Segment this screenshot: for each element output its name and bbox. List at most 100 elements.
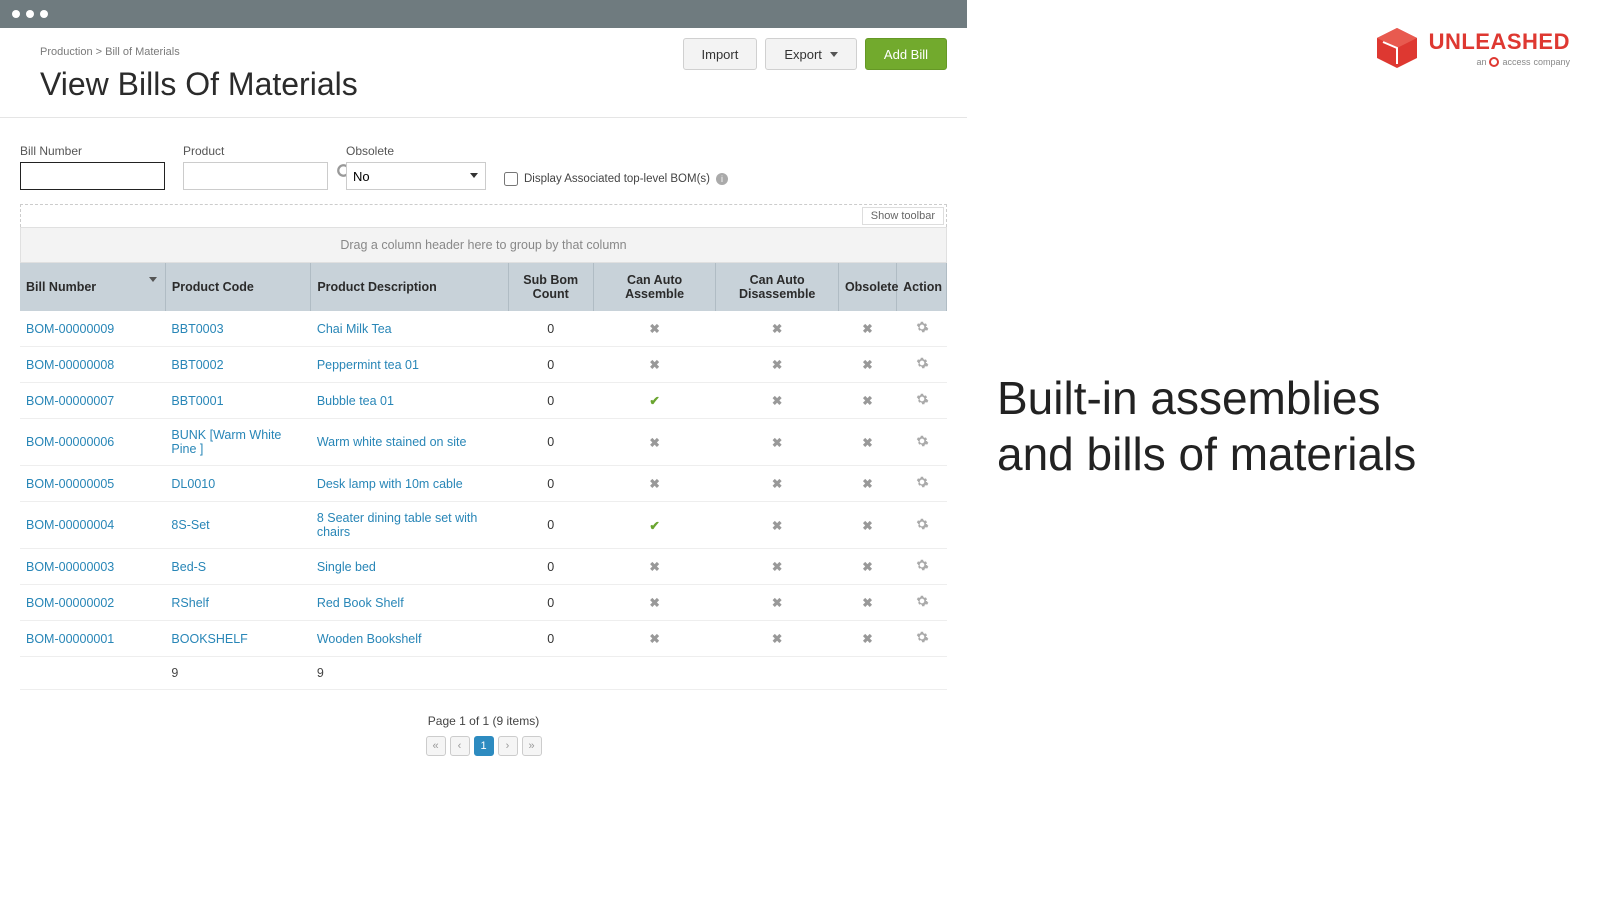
cell-product-code[interactable]: BOOKSHELF <box>165 621 310 657</box>
x-icon: ✖ <box>862 632 872 646</box>
col-can-auto-assemble[interactable]: Can Auto Assemble <box>593 263 716 311</box>
export-label: Export <box>784 47 822 62</box>
pagination-summary: Page 1 of 1 (9 items) <box>0 714 967 728</box>
import-button[interactable]: Import <box>683 38 758 70</box>
cell-product-description[interactable]: Wooden Bookshelf <box>311 621 508 657</box>
gear-icon[interactable] <box>915 395 929 409</box>
box-icon <box>1373 26 1421 70</box>
table-row: BOM-00000001BOOKSHELFWooden Bookshelf0✖✖… <box>20 621 947 657</box>
cell-product-description[interactable]: Bubble tea 01 <box>311 383 508 419</box>
cell-sub-bom-count: 0 <box>508 585 593 621</box>
gear-icon[interactable] <box>915 633 929 647</box>
cell-product-code[interactable]: BBT0001 <box>165 383 310 419</box>
cell-can-auto-assemble: ✖ <box>593 347 716 383</box>
cell-product-description[interactable]: Chai Milk Tea <box>311 311 508 347</box>
product-input[interactable] <box>183 162 328 190</box>
cell-product-description[interactable]: Warm white stained on site <box>311 419 508 466</box>
gear-icon[interactable] <box>915 437 929 451</box>
col-product-description[interactable]: Product Description <box>311 263 508 311</box>
gear-icon[interactable] <box>915 520 929 534</box>
page-next-button[interactable]: › <box>498 736 518 756</box>
col-can-auto-disassemble[interactable]: Can Auto Disassemble <box>716 263 839 311</box>
check-icon: ✔ <box>649 519 659 533</box>
page-prev-button[interactable]: ‹ <box>450 736 470 756</box>
cell-can-auto-assemble: ✖ <box>593 549 716 585</box>
table-row: BOM-00000007BBT0001Bubble tea 010✔✖✖ <box>20 383 947 419</box>
cell-action[interactable] <box>897 466 947 502</box>
x-icon: ✖ <box>772 560 782 574</box>
window-dot <box>40 10 48 18</box>
pager: « ‹ 1 › » <box>426 736 542 756</box>
cell-action[interactable] <box>897 585 947 621</box>
x-icon: ✖ <box>862 436 872 450</box>
table-row: BOM-00000009BBT0003Chai Milk Tea0✖✖✖ <box>20 311 947 347</box>
cell-bill-number[interactable]: BOM-00000002 <box>20 585 165 621</box>
cell-action[interactable] <box>897 549 947 585</box>
show-toolbar-button[interactable]: Show toolbar <box>862 207 944 225</box>
cell-product-description[interactable]: Red Book Shelf <box>311 585 508 621</box>
cell-bill-number[interactable]: BOM-00000001 <box>20 621 165 657</box>
cell-bill-number[interactable]: BOM-00000005 <box>20 466 165 502</box>
brand-name: UNLEASHED <box>1429 29 1570 55</box>
obsolete-select[interactable]: No <box>346 162 486 190</box>
x-icon: ✖ <box>772 596 782 610</box>
display-associated-checkbox[interactable] <box>504 172 518 186</box>
cell-product-code[interactable]: BBT0002 <box>165 347 310 383</box>
cell-sub-bom-count: 0 <box>508 502 593 549</box>
page-title: View Bills Of Materials <box>20 58 378 117</box>
col-sub-bom-count[interactable]: Sub Bom Count <box>508 263 593 311</box>
cell-action[interactable] <box>897 419 947 466</box>
bill-number-input[interactable] <box>20 162 165 190</box>
export-button[interactable]: Export <box>765 38 857 70</box>
group-by-hint[interactable]: Drag a column header here to group by th… <box>20 227 947 263</box>
gear-icon[interactable] <box>915 359 929 373</box>
cell-bill-number[interactable]: BOM-00000006 <box>20 419 165 466</box>
bom-table: Bill Number Product Code Product Descrip… <box>20 263 947 690</box>
cell-sub-bom-count: 0 <box>508 347 593 383</box>
cell-bill-number[interactable]: BOM-00000004 <box>20 502 165 549</box>
cell-product-code[interactable]: 8S-Set <box>165 502 310 549</box>
gear-icon[interactable] <box>915 597 929 611</box>
page-current[interactable]: 1 <box>474 736 494 756</box>
cell-product-description[interactable]: Single bed <box>311 549 508 585</box>
cell-bill-number[interactable]: BOM-00000008 <box>20 347 165 383</box>
cell-product-description[interactable]: 8 Seater dining table set with chairs <box>311 502 508 549</box>
cell-action[interactable] <box>897 621 947 657</box>
cell-obsolete: ✖ <box>838 419 896 466</box>
x-icon: ✖ <box>862 560 872 574</box>
breadcrumb[interactable]: Production > Bill of Materials <box>20 28 378 58</box>
cell-product-code[interactable]: DL0010 <box>165 466 310 502</box>
col-product-code[interactable]: Product Code <box>165 263 310 311</box>
cell-bill-number[interactable]: BOM-00000007 <box>20 383 165 419</box>
gear-icon[interactable] <box>915 478 929 492</box>
cell-action[interactable] <box>897 383 947 419</box>
page-last-button[interactable]: » <box>522 736 542 756</box>
col-action[interactable]: Action <box>897 263 947 311</box>
gear-icon[interactable] <box>915 323 929 337</box>
col-obsolete[interactable]: Obsolete <box>838 263 896 311</box>
cell-action[interactable] <box>897 502 947 549</box>
cell-product-description[interactable]: Desk lamp with 10m cable <box>311 466 508 502</box>
x-icon: ✖ <box>772 519 782 533</box>
cell-bill-number[interactable]: BOM-00000009 <box>20 311 165 347</box>
cell-obsolete: ✖ <box>838 502 896 549</box>
page-first-button[interactable]: « <box>426 736 446 756</box>
info-icon[interactable]: i <box>716 173 728 185</box>
cell-can-auto-disassemble: ✖ <box>716 621 839 657</box>
cell-product-code[interactable]: BBT0003 <box>165 311 310 347</box>
x-icon: ✖ <box>649 596 659 610</box>
cell-bill-number[interactable]: BOM-00000003 <box>20 549 165 585</box>
gear-icon[interactable] <box>915 561 929 575</box>
x-icon: ✖ <box>862 596 872 610</box>
cell-product-code[interactable]: BUNK [Warm White Pine ] <box>165 419 310 466</box>
cell-action[interactable] <box>897 347 947 383</box>
cell-can-auto-disassemble: ✖ <box>716 585 839 621</box>
x-icon: ✖ <box>649 560 659 574</box>
cell-action[interactable] <box>897 311 947 347</box>
x-icon: ✖ <box>862 358 872 372</box>
add-bill-button[interactable]: Add Bill <box>865 38 947 70</box>
cell-product-code[interactable]: RShelf <box>165 585 310 621</box>
col-bill-number[interactable]: Bill Number <box>20 263 165 311</box>
cell-product-description[interactable]: Peppermint tea 01 <box>311 347 508 383</box>
cell-product-code[interactable]: Bed-S <box>165 549 310 585</box>
